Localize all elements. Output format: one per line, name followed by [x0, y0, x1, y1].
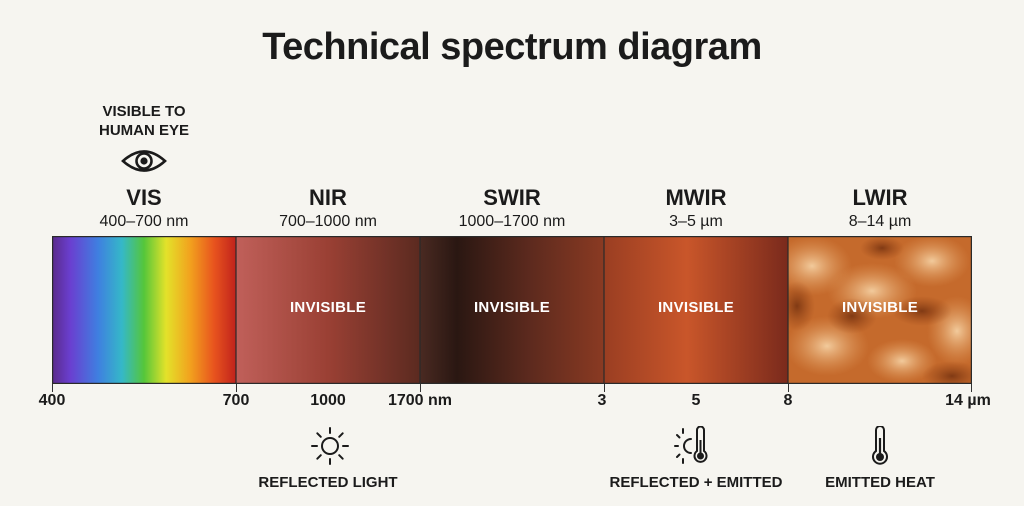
band-range-nir: 700–1000 nm [279, 213, 377, 230]
band-header-vis: VIS 400–700 nm [52, 186, 236, 233]
band-header-mwir: MWIR 3–5 µm [604, 186, 788, 233]
band-name-mwir: MWIR [665, 185, 727, 210]
caption-emitted-heat: EMITTED HEAT [825, 474, 935, 491]
tick-mark [420, 384, 421, 392]
tick-mark [788, 384, 789, 392]
band-name-vis: VIS [126, 185, 162, 210]
spectrum-bar [52, 236, 972, 384]
tick-label-3: 3 [597, 392, 607, 409]
page-title: Technical spectrum diagram [262, 26, 762, 68]
caption-reflected-emitted: REFLECTED + EMITTED [609, 474, 783, 491]
band-name-lwir: LWIR [852, 185, 908, 210]
tick-label-700: 700 [222, 392, 250, 409]
sun-icon [311, 427, 349, 465]
band-vis-fill [52, 236, 236, 384]
visible-note-line-1: VISIBLE TO [102, 103, 186, 120]
overlay-lwir: INVISIBLE [841, 299, 919, 316]
eye-icon [121, 150, 167, 172]
overlay-nir: INVISIBLE [289, 299, 367, 316]
tick-label-8: 8 [783, 392, 793, 409]
tick-label-1700nm: 1700 nm [387, 392, 453, 409]
tick-mark [604, 384, 605, 392]
thermometer-icon [872, 426, 888, 465]
sun-thermometer-icon [674, 426, 708, 464]
tick-mark [52, 384, 53, 392]
band-name-swir: SWIR [483, 185, 541, 210]
overlay-swir: INVISIBLE [473, 299, 551, 316]
visible-note: VISIBLE TO HUMAN EYE [84, 102, 204, 140]
band-mwir-fill [604, 236, 788, 384]
band-header-lwir: LWIR 8–14 µm [788, 186, 972, 233]
caption-reflected-light: REFLECTED LIGHT [258, 474, 398, 491]
tick-label-14um: 14 µm [945, 392, 991, 409]
band-range-swir: 1000–1700 nm [458, 213, 566, 230]
tick-label-5: 5 [691, 392, 701, 409]
band-name-nir: NIR [309, 185, 347, 210]
band-header-nir: NIR 700–1000 nm [236, 186, 420, 233]
band-range-mwir: 3–5 µm [669, 213, 723, 230]
band-header-swir: SWIR 1000–1700 nm [420, 186, 604, 233]
tick-label-400: 400 [38, 392, 66, 409]
tick-mark [236, 384, 237, 392]
band-lwir-thermal-texture [788, 236, 972, 384]
tick-mark [971, 384, 972, 392]
visible-note-line-2: HUMAN EYE [98, 122, 189, 139]
band-nir-fill [236, 236, 420, 384]
overlay-mwir: INVISIBLE [657, 299, 735, 316]
band-range-vis: 400–700 nm [99, 213, 189, 230]
band-swir-fill [420, 236, 604, 384]
tick-label-1000: 1000 [310, 392, 346, 409]
band-range-lwir: 8–14 µm [848, 213, 912, 230]
